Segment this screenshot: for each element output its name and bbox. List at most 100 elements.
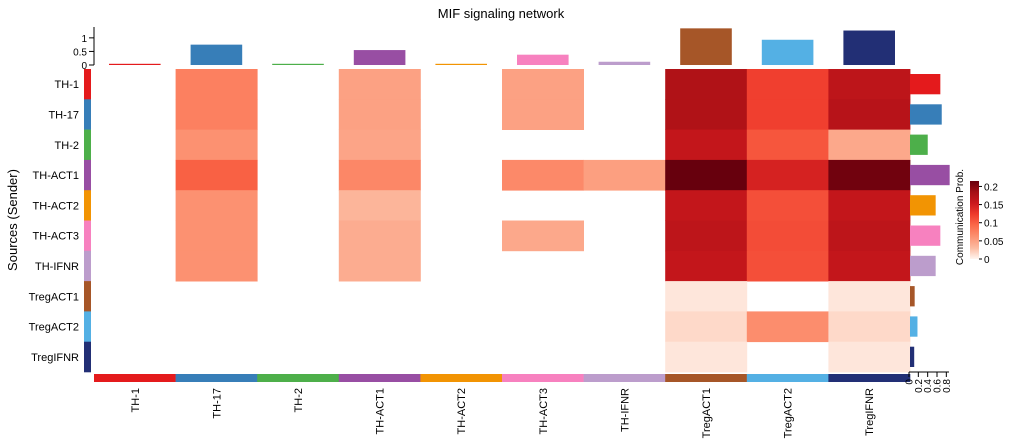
cell-tregact2-to-tregifnr <box>828 311 911 343</box>
cell-th-17-to-tregact1 <box>665 99 748 130</box>
legend-tick-label: 0 <box>984 255 990 266</box>
right-bar-th-17 <box>910 104 942 125</box>
column-label: TH-ACT1 <box>375 388 387 434</box>
row-label: TH-ACT1 <box>33 170 79 182</box>
cell-th-1-to-tregact2 <box>746 69 829 100</box>
row-color-tregact1 <box>84 281 91 312</box>
row-color-th-1 <box>84 69 91 100</box>
cell-th-2-to-th-17 <box>175 129 258 161</box>
cell-th-1-to-th-17 <box>175 69 258 100</box>
column-label: TH-17 <box>211 388 223 419</box>
right-bar-tick-label: 0.6 <box>933 379 944 393</box>
row-color-th-2 <box>84 129 91 161</box>
cell-th-17-to-tregifnr <box>828 99 911 130</box>
cell-th-17-to-tregact2 <box>746 99 829 130</box>
cell-th-17-to-th-act1 <box>338 99 421 130</box>
cell-th-act3-to-tregact2 <box>746 220 829 252</box>
cell-th-17-to-th-17 <box>175 99 258 130</box>
row-label: TregACT2 <box>29 322 79 334</box>
chart-title: MIF signaling network <box>438 6 565 21</box>
right-bar-th-act2 <box>910 195 936 216</box>
cell-th-act2-to-th-17 <box>175 190 258 221</box>
top-bar-th-ifnr <box>598 61 651 65</box>
right-bar-tick-label: 0.2 <box>914 379 925 393</box>
column-color-tregact2 <box>746 374 829 382</box>
column-label: TH-2 <box>293 388 305 412</box>
right-bar-plot: 00.20.40.60.8 <box>905 74 953 393</box>
cell-th-ifnr-to-tregact1 <box>665 250 748 282</box>
legend-tick-label: 0.15 <box>984 201 1004 212</box>
column-color-th-act2 <box>420 374 503 382</box>
row-color-tregifnr <box>84 341 91 373</box>
row-color-tregact2 <box>84 311 91 342</box>
legend-tick-label: 0.2 <box>984 182 998 193</box>
cell-tregact1-to-tregact1 <box>665 281 748 312</box>
top-bar-tick-label: 1 <box>81 34 87 45</box>
cell-th-2-to-tregifnr <box>828 129 911 161</box>
cell-th-act1-to-th-act3 <box>502 159 584 191</box>
cell-th-act2-to-tregifnr <box>828 190 911 221</box>
column-color-th-1 <box>94 374 176 382</box>
row-label: TH-17 <box>48 109 79 121</box>
top-bar-tregact1 <box>680 28 732 65</box>
right-bar-th-2 <box>910 134 928 155</box>
cell-th-act1-to-th-ifnr <box>583 159 666 191</box>
color-legend: 0 0.05 0.1 0.15 0.2 <box>970 181 1004 266</box>
top-bar-th-17 <box>190 44 243 65</box>
row-label: TregACT1 <box>29 291 79 303</box>
right-bar-tregact1 <box>910 286 915 307</box>
column-label: TH-IFNR <box>619 388 631 432</box>
cell-th-act3-to-th-act3 <box>502 220 584 252</box>
row-color-th-act1 <box>84 159 91 191</box>
legend-tick-label: 0.05 <box>984 237 1004 248</box>
column-label: TH-1 <box>130 388 142 412</box>
cell-th-act1-to-th-act1 <box>338 159 421 191</box>
top-bar-tregact2 <box>761 39 814 65</box>
column-color-tregact1 <box>665 374 748 382</box>
cell-th-1-to-tregifnr <box>828 69 911 100</box>
column-color-th-2 <box>257 374 340 382</box>
column-color-tregifnr <box>828 374 911 382</box>
column-color-th-act3 <box>502 374 584 382</box>
row-color-th-act3 <box>84 220 91 252</box>
row-label: TregIFNR <box>31 352 79 364</box>
cell-tregifnr-to-tregifnr <box>828 341 911 373</box>
cell-th-act3-to-tregifnr <box>828 220 911 252</box>
cell-tregact1-to-tregifnr <box>828 281 911 312</box>
cell-th-ifnr-to-tregact2 <box>746 250 829 282</box>
cell-th-17-to-th-act3 <box>502 99 584 130</box>
right-bar-th-ifnr <box>910 255 936 277</box>
right-bar-tick-label: 0 <box>905 379 916 385</box>
legend-tick-label: 0.1 <box>984 219 998 230</box>
cell-tregact2-to-tregact2 <box>746 311 829 343</box>
column-color-th-ifnr <box>583 374 666 382</box>
row-label: TH-ACT3 <box>33 231 79 243</box>
cell-th-ifnr-to-th-act1 <box>338 250 421 282</box>
row-labels: TH-1 TH-17 TH-2 TH-ACT1 TH-ACT2 TH-ACT3 TH-IFN… <box>29 79 79 364</box>
column-label: TH-ACT2 <box>456 388 468 434</box>
cell-th-act1-to-tregifnr <box>828 159 911 191</box>
column-label: TregIFNR <box>864 388 876 436</box>
cell-tregact2-to-tregact1 <box>665 311 748 343</box>
cell-th-act2-to-tregact1 <box>665 190 748 221</box>
cell-tregifnr-to-tregact1 <box>665 341 748 373</box>
right-bar-tregact2 <box>910 316 918 337</box>
heatmap-cells <box>175 69 911 373</box>
right-bar-th-act3 <box>910 225 941 246</box>
top-bar-th-2 <box>272 63 324 65</box>
column-annotation-bar <box>94 374 911 382</box>
cell-th-act1-to-tregact2 <box>746 159 829 191</box>
top-bar-th-act1 <box>353 50 406 65</box>
row-annotation-bar <box>84 69 91 373</box>
top-bar-plot: 00.51 <box>73 27 895 72</box>
cell-th-2-to-tregact2 <box>746 129 829 161</box>
column-labels: TH-1 TH-17 TH-2 TH-ACT1 TH-ACT2 TH-ACT3 TH-IFN… <box>130 388 876 438</box>
y-axis-label: Sources (Sender) <box>5 169 20 271</box>
column-label: TregACT2 <box>783 388 795 438</box>
legend-color-bar <box>970 181 979 259</box>
cell-th-act1-to-th-17 <box>175 159 258 191</box>
cell-th-1-to-th-act1 <box>338 69 421 100</box>
row-label: TH-ACT2 <box>33 200 79 212</box>
cell-th-2-to-th-act1 <box>338 129 421 161</box>
